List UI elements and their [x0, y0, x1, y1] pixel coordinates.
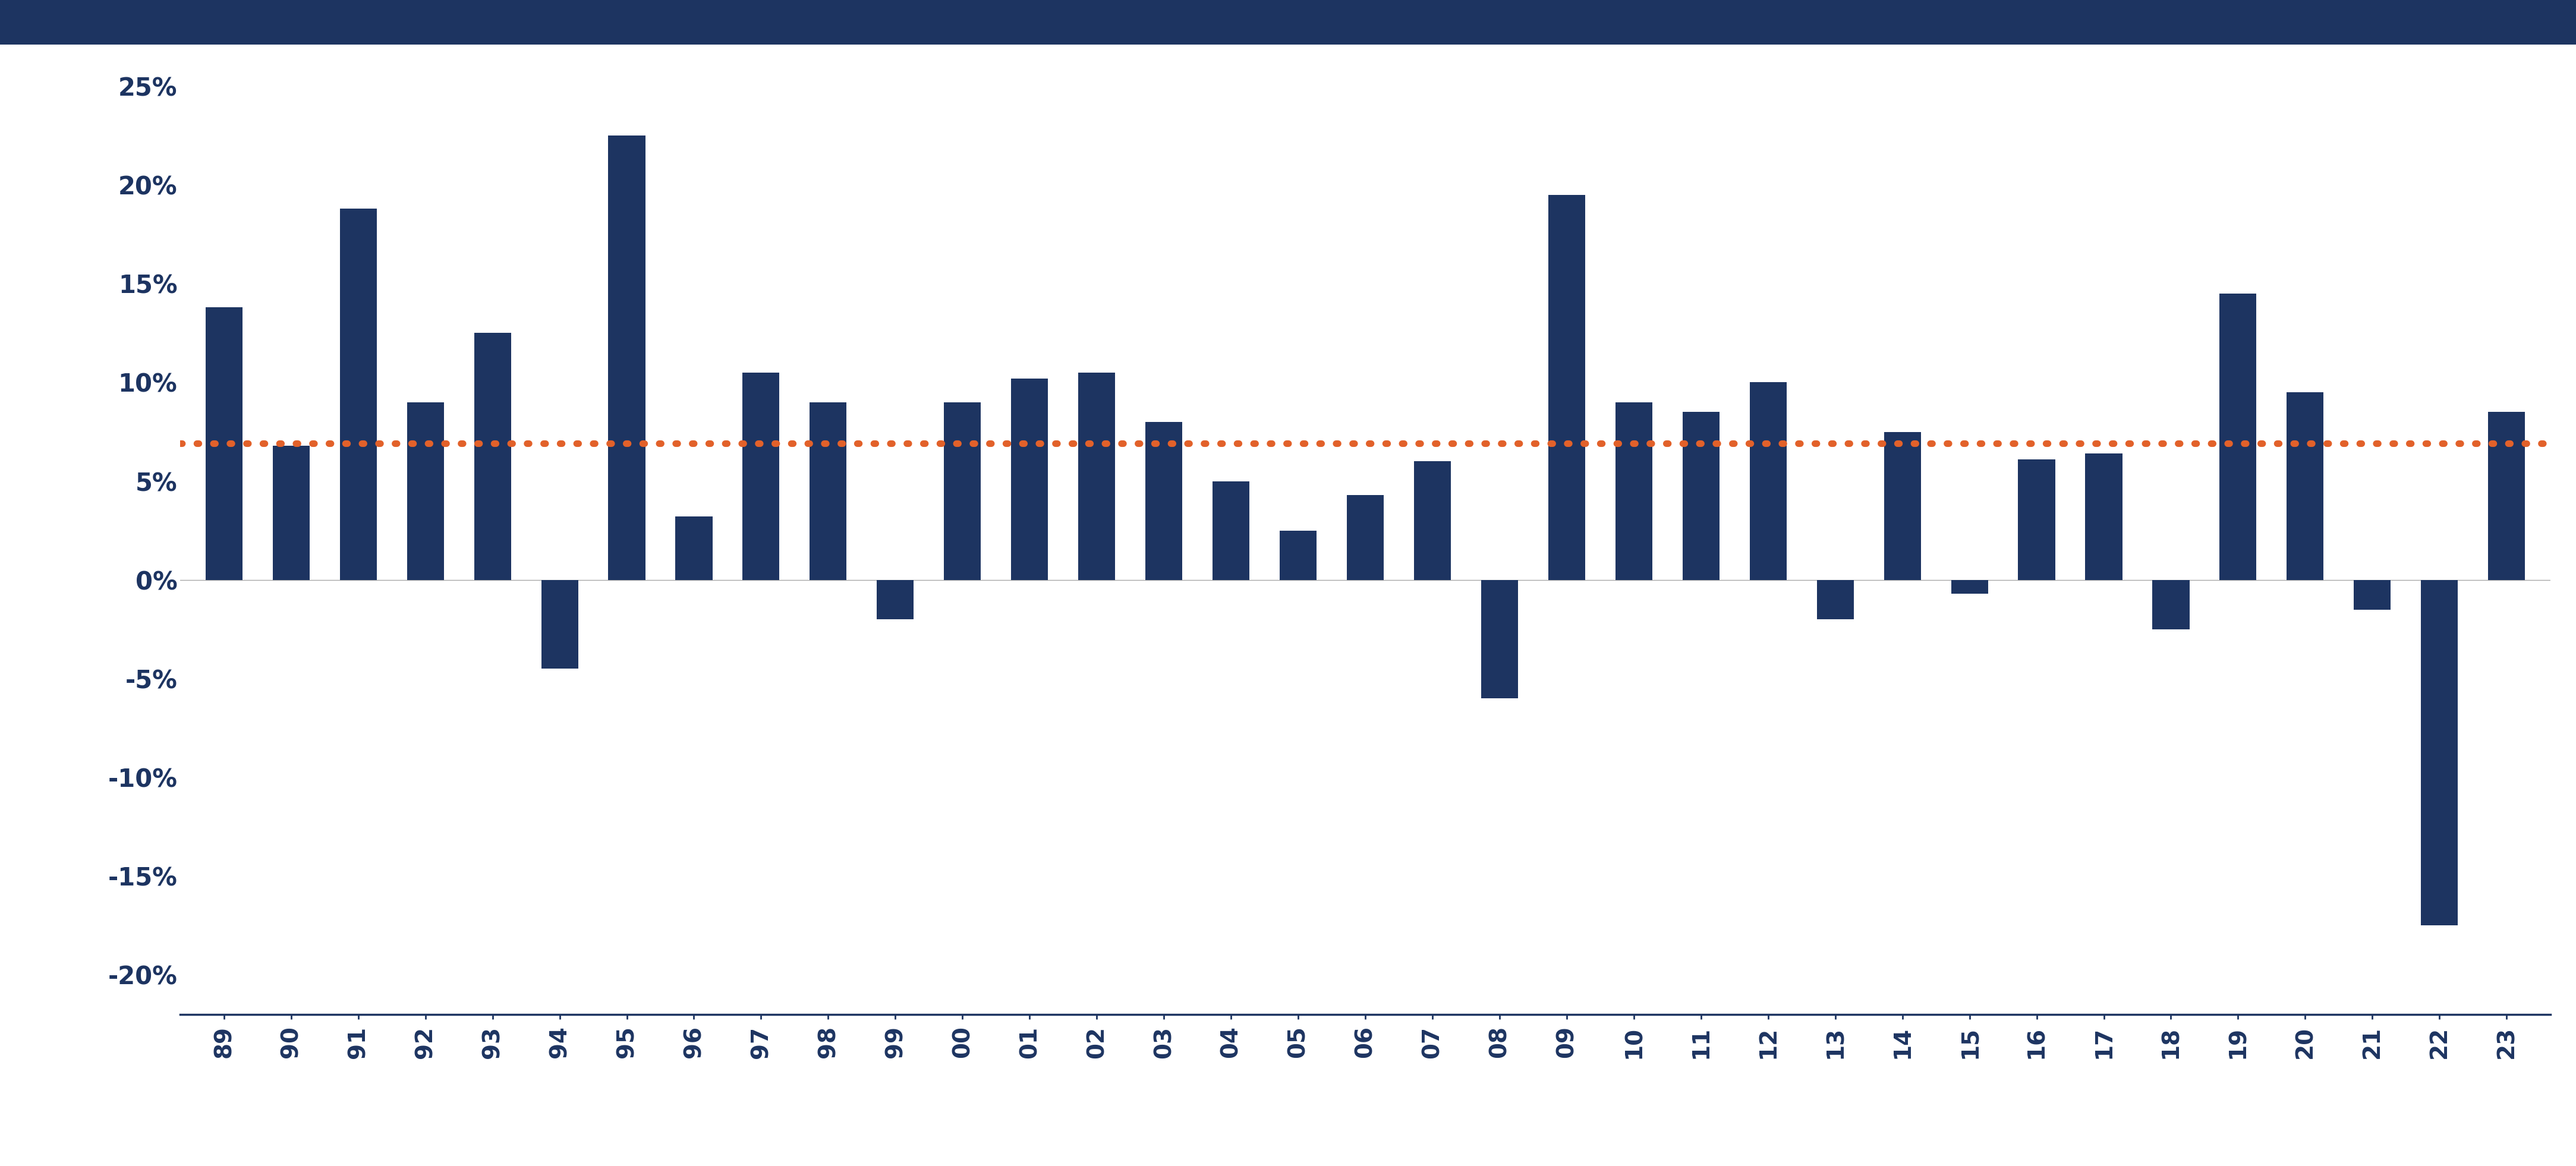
Bar [2488, 412, 2524, 580]
Bar [876, 580, 914, 619]
Bar [1347, 496, 1383, 580]
Bar [1816, 580, 1855, 619]
Bar [943, 402, 981, 580]
Bar [2287, 392, 2324, 580]
Bar [206, 308, 242, 580]
Bar [1950, 580, 1989, 593]
Bar [2221, 294, 2257, 580]
Bar [1280, 531, 1316, 580]
Bar [273, 445, 309, 580]
Bar [1213, 482, 1249, 580]
Bar [1883, 431, 1922, 580]
Bar [1548, 195, 1584, 580]
Bar [407, 402, 443, 580]
Bar [675, 517, 714, 580]
Bar [474, 333, 510, 580]
Bar [1749, 382, 1788, 580]
Bar [608, 135, 644, 580]
Bar [2354, 580, 2391, 610]
Bar [809, 402, 848, 580]
Bar [340, 209, 376, 580]
Bar [2421, 580, 2458, 926]
Bar [2154, 580, 2190, 630]
Bar [742, 372, 781, 580]
Bar [1079, 372, 1115, 580]
Bar [2087, 454, 2123, 580]
Bar [1481, 580, 1517, 698]
Bar [1682, 412, 1718, 580]
Bar [1146, 422, 1182, 580]
Bar [1012, 379, 1048, 580]
Bar [2017, 459, 2056, 580]
Bar [1414, 462, 1450, 580]
Bar [541, 580, 577, 669]
Bar [1615, 402, 1651, 580]
